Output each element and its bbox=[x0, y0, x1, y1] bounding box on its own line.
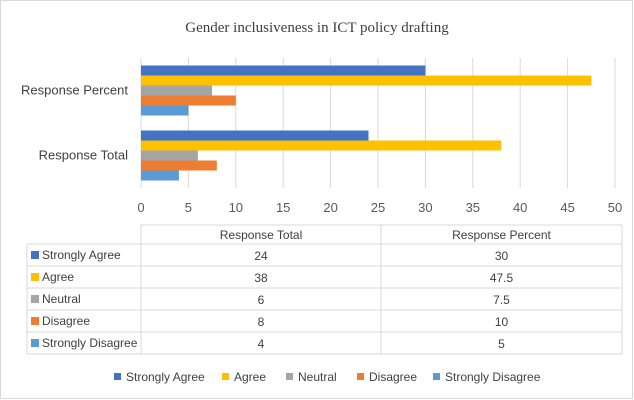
x-tick-label-15: 15 bbox=[276, 200, 290, 215]
x-tick-label-20: 20 bbox=[323, 200, 337, 215]
bar-strongly-agree-response-total bbox=[141, 130, 369, 141]
bar-neutral-response-total bbox=[141, 150, 198, 161]
table-swatch-disagree bbox=[31, 317, 39, 325]
bar-strongly-disagree-response-percent bbox=[141, 105, 189, 116]
x-tick-label-50: 50 bbox=[608, 200, 622, 215]
x-tick-label-40: 40 bbox=[513, 200, 527, 215]
table-cell-strongly-agree-response-total: 24 bbox=[254, 249, 268, 263]
x-tick-label-5: 5 bbox=[185, 200, 192, 215]
x-tick-label-45: 45 bbox=[560, 200, 574, 215]
table-cell-agree-response-total: 38 bbox=[254, 271, 268, 285]
chart-title: Gender inclusiveness in ICT policy draft… bbox=[185, 20, 449, 36]
x-tick-label-10: 10 bbox=[229, 200, 243, 215]
table-row-label-agree: Agree bbox=[42, 270, 74, 284]
table-header-response-percent: Response Percent bbox=[452, 228, 551, 242]
bar-agree-response-total bbox=[141, 140, 502, 151]
table-row-label-disagree: Disagree bbox=[42, 314, 90, 328]
bar-strongly-agree-response-percent bbox=[141, 65, 426, 76]
table-row-label-strongly-agree: Strongly Agree bbox=[42, 248, 121, 262]
bar-disagree-response-percent bbox=[141, 95, 236, 106]
x-tick-label-0: 0 bbox=[137, 200, 144, 215]
legend-swatch-neutral bbox=[286, 373, 293, 380]
bar-agree-response-percent bbox=[141, 75, 592, 86]
table-cell-neutral-response-total: 6 bbox=[258, 293, 265, 307]
bar-strongly-disagree-response-total bbox=[141, 170, 179, 181]
legend-swatch-agree bbox=[222, 373, 229, 380]
legend-swatch-strongly-agree bbox=[114, 373, 121, 380]
legend-label-neutral: Neutral bbox=[298, 370, 337, 384]
category-label-response-total: Response Total bbox=[39, 148, 128, 163]
bar-disagree-response-total bbox=[141, 160, 217, 171]
legend-label-strongly-disagree: Strongly Disagree bbox=[445, 370, 541, 384]
table-swatch-strongly-agree bbox=[31, 251, 39, 259]
table-swatch-neutral bbox=[31, 295, 39, 303]
legend-swatch-strongly-disagree bbox=[433, 373, 440, 380]
category-label-response-percent: Response Percent bbox=[21, 83, 128, 98]
legend-swatch-disagree bbox=[357, 373, 364, 380]
legend-label-disagree: Disagree bbox=[369, 370, 417, 384]
table-cell-strongly-agree-response-percent: 30 bbox=[495, 249, 509, 263]
table-header-response-total: Response Total bbox=[220, 228, 303, 242]
table-cell-strongly-disagree-response-total: 4 bbox=[258, 337, 265, 351]
legend-label-agree: Agree bbox=[234, 370, 266, 384]
table-cell-disagree-response-percent: 10 bbox=[495, 315, 509, 329]
table-swatch-strongly-disagree bbox=[31, 339, 39, 347]
x-tick-label-35: 35 bbox=[466, 200, 480, 215]
x-tick-label-30: 30 bbox=[418, 200, 432, 215]
table-cell-disagree-response-total: 8 bbox=[258, 315, 265, 329]
table-row-label-neutral: Neutral bbox=[42, 292, 81, 306]
table-cell-neutral-response-percent: 7.5 bbox=[493, 293, 510, 307]
table-cell-strongly-disagree-response-percent: 5 bbox=[498, 337, 505, 351]
table-row-label-strongly-disagree: Strongly Disagree bbox=[42, 336, 138, 350]
table-cell-agree-response-percent: 47.5 bbox=[490, 271, 514, 285]
table-swatch-agree bbox=[31, 273, 39, 281]
legend-label-strongly-agree: Strongly Agree bbox=[126, 370, 205, 384]
bar-neutral-response-percent bbox=[141, 85, 213, 96]
x-tick-label-25: 25 bbox=[371, 200, 385, 215]
